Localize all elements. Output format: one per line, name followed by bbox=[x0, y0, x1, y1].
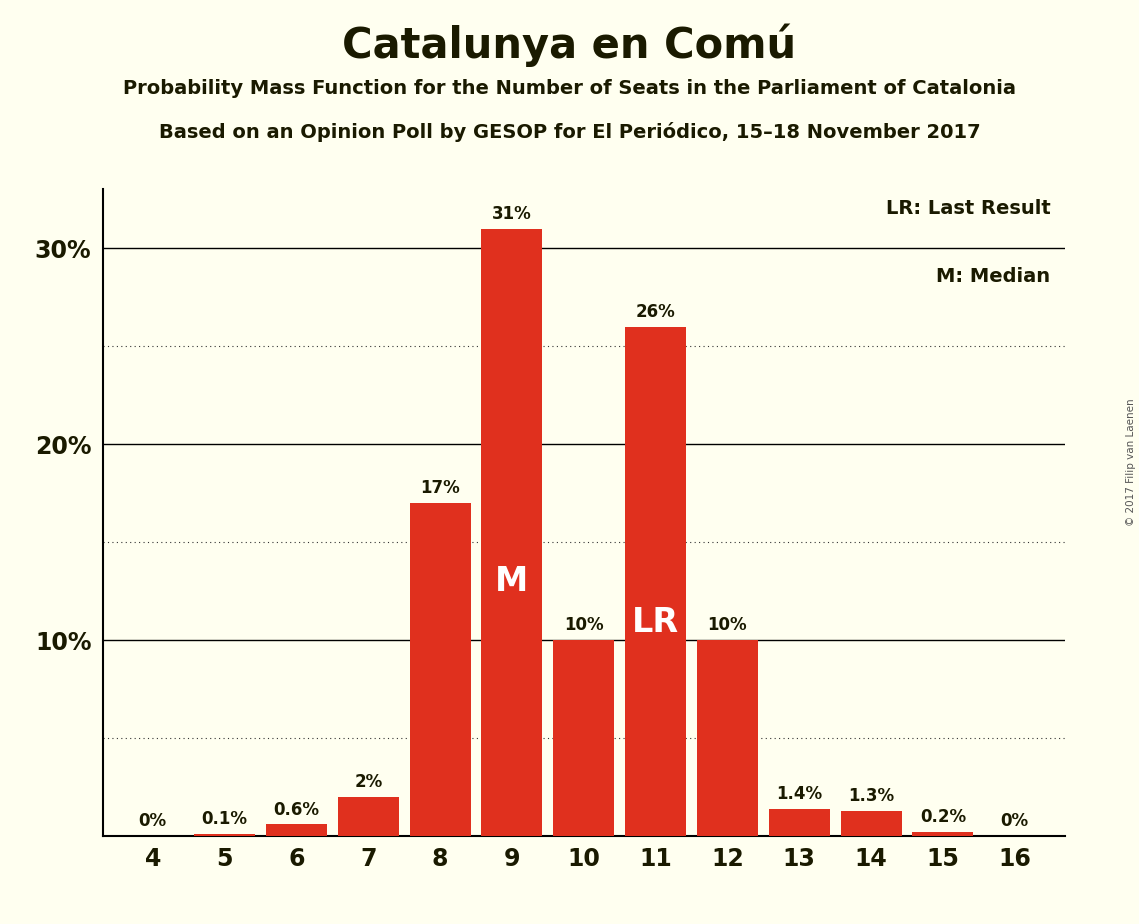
Text: 0.1%: 0.1% bbox=[202, 810, 247, 829]
Text: 10%: 10% bbox=[564, 616, 604, 635]
Text: LR: LR bbox=[632, 606, 679, 638]
Bar bbox=[194, 834, 255, 836]
Text: 0%: 0% bbox=[1001, 812, 1029, 831]
Text: LR: Last Result: LR: Last Result bbox=[886, 199, 1050, 218]
Text: 1.4%: 1.4% bbox=[776, 784, 822, 803]
Text: Based on an Opinion Poll by GESOP for El Periódico, 15–18 November 2017: Based on an Opinion Poll by GESOP for El… bbox=[158, 122, 981, 142]
Bar bbox=[338, 797, 399, 836]
Bar bbox=[841, 810, 902, 836]
Bar bbox=[265, 824, 327, 836]
Text: 31%: 31% bbox=[492, 205, 532, 223]
Text: 17%: 17% bbox=[420, 480, 460, 497]
Bar bbox=[912, 833, 974, 836]
Text: M: M bbox=[495, 565, 528, 598]
Bar bbox=[554, 640, 614, 836]
Bar bbox=[625, 326, 686, 836]
Text: 0%: 0% bbox=[139, 812, 166, 831]
Text: 10%: 10% bbox=[707, 616, 747, 635]
Bar bbox=[769, 808, 829, 836]
Text: 2%: 2% bbox=[354, 773, 383, 791]
Text: Probability Mass Function for the Number of Seats in the Parliament of Catalonia: Probability Mass Function for the Number… bbox=[123, 79, 1016, 98]
Text: 26%: 26% bbox=[636, 303, 675, 321]
Bar bbox=[697, 640, 757, 836]
Text: 1.3%: 1.3% bbox=[847, 787, 894, 805]
Bar bbox=[410, 503, 470, 836]
Text: M: Median: M: Median bbox=[936, 267, 1050, 286]
Bar bbox=[482, 228, 542, 836]
Text: Catalunya en Comú: Catalunya en Comú bbox=[343, 23, 796, 67]
Text: © 2017 Filip van Laenen: © 2017 Filip van Laenen bbox=[1126, 398, 1136, 526]
Text: 0.6%: 0.6% bbox=[273, 800, 319, 819]
Text: 0.2%: 0.2% bbox=[920, 808, 966, 826]
